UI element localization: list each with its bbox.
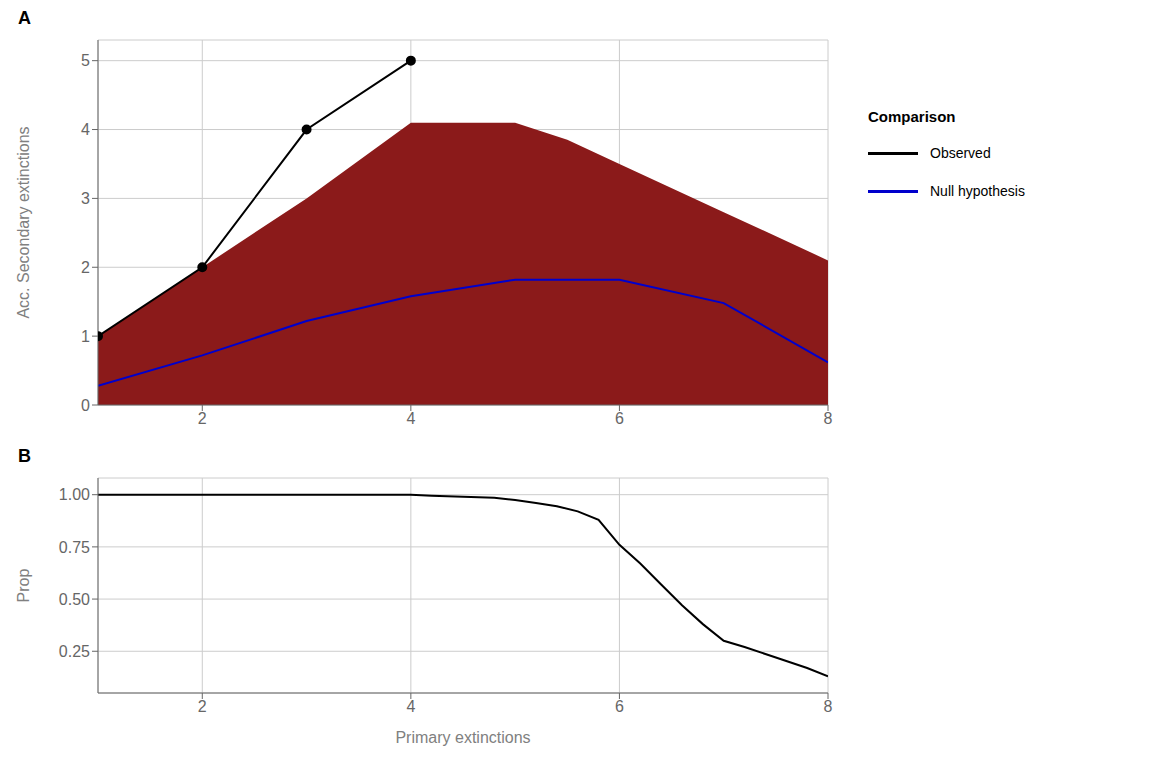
html-text:A: A <box>18 8 31 28</box>
html-text:B: B <box>18 446 31 466</box>
svg-text:1.00: 1.00 <box>59 486 90 503</box>
svg-text:2: 2 <box>81 259 90 276</box>
svg-text:8: 8 <box>824 410 833 427</box>
svg-text:0.50: 0.50 <box>59 591 90 608</box>
svg-text:Primary extinctions: Primary extinctions <box>395 729 530 746</box>
svg-text:Acc. Secondary extinctions: Acc. Secondary extinctions <box>15 126 32 318</box>
svg-text:3: 3 <box>81 190 90 207</box>
html-text:Observed: Observed <box>930 145 991 161</box>
svg-text:4: 4 <box>81 121 90 138</box>
svg-text:5: 5 <box>81 52 90 69</box>
svg-text:6: 6 <box>615 410 624 427</box>
svg-text:Prop: Prop <box>15 569 32 603</box>
svg-text:0.25: 0.25 <box>59 643 90 660</box>
svg-text:1: 1 <box>81 328 90 345</box>
svg-text:0: 0 <box>81 397 90 414</box>
svg-text:2: 2 <box>198 410 207 427</box>
svg-text:4: 4 <box>406 410 415 427</box>
svg-text:0.75: 0.75 <box>59 539 90 556</box>
svg-text:4: 4 <box>406 698 415 715</box>
svg-text:6: 6 <box>615 698 624 715</box>
html-text:Null hypothesis: Null hypothesis <box>930 183 1025 199</box>
svg-text:8: 8 <box>824 698 833 715</box>
svg-text:2: 2 <box>198 698 207 715</box>
html-text:Comparison: Comparison <box>868 108 956 125</box>
